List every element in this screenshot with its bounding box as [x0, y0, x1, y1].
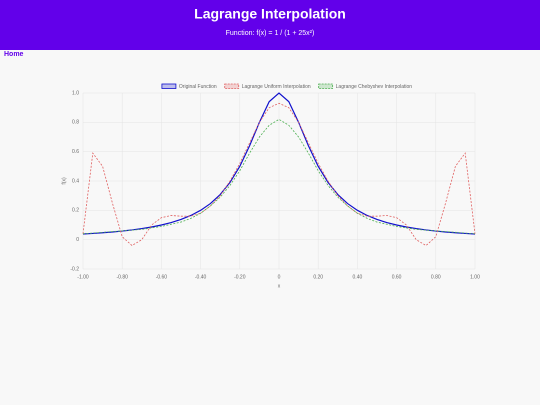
- y-tick-label: 0.8: [72, 120, 79, 126]
- legend-label: Original Function: [179, 84, 217, 90]
- x-tick-label: -0.60: [156, 274, 168, 280]
- legend-swatch: [224, 83, 240, 89]
- legend-swatch: [161, 83, 177, 89]
- y-tick-label: 0: [76, 237, 79, 243]
- page-subtitle: Function: f(x) = 1 / (1 + 25x²): [226, 30, 315, 37]
- page-title: Lagrange Interpolation: [194, 6, 346, 22]
- x-tick-label: 0.40: [353, 274, 363, 280]
- y-tick-label: -0.2: [70, 266, 79, 272]
- y-axis-label: f(x): [61, 177, 67, 185]
- x-tick-label: -0.40: [195, 274, 207, 280]
- legend-label: Lagrange Chebyshev Interpolation: [336, 84, 413, 90]
- x-tick-label: -1.00: [77, 274, 89, 280]
- x-tick-label: -0.80: [116, 274, 128, 280]
- series-line: [82, 92, 476, 235]
- x-tick-label: -0.20: [234, 274, 246, 280]
- home-link[interactable]: Home: [4, 51, 24, 58]
- x-tick-label: 1.00: [470, 274, 480, 280]
- series-line: [82, 102, 476, 247]
- legend-label: Lagrange Uniform Interpolation: [242, 84, 311, 90]
- x-tick-label: 0.80: [431, 274, 441, 280]
- legend-swatch: [318, 83, 334, 89]
- y-tick-label: 0.6: [72, 149, 79, 155]
- y-tick-label: 0.2: [72, 208, 79, 214]
- y-tick-label: 0.4: [72, 178, 79, 184]
- x-tick-label: 0.20: [313, 274, 323, 280]
- x-tick-label: 0.60: [392, 274, 402, 280]
- x-axis-label: x: [278, 283, 281, 289]
- x-tick-label: 0: [278, 274, 281, 280]
- y-tick-label: 1.0: [72, 90, 79, 96]
- header: [0, 0, 540, 50]
